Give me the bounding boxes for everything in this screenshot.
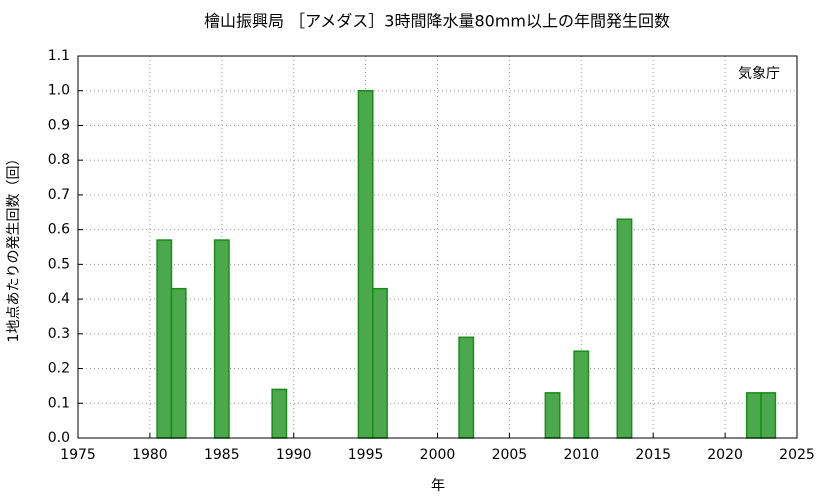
y-tick-label: 0.7	[48, 187, 70, 203]
x-tick-label: 2015	[635, 447, 671, 463]
x-tick-label: 2010	[563, 447, 599, 463]
x-tick-label: 2025	[779, 447, 815, 463]
y-tick-label: 0.0	[48, 430, 70, 446]
x-tick-label: 1995	[348, 447, 384, 463]
bar	[357, 89, 374, 439]
bar	[372, 287, 388, 439]
y-tick-label: 0.8	[48, 152, 70, 168]
x-tick-label: 2005	[492, 447, 528, 463]
bar	[544, 392, 561, 439]
x-tick-label: 1990	[276, 447, 312, 463]
y-tick-label: 0.4	[48, 291, 70, 307]
bar	[458, 336, 475, 439]
bar	[616, 218, 633, 439]
bar	[213, 239, 230, 439]
x-tick-label: 2020	[707, 447, 743, 463]
bar	[170, 287, 187, 439]
y-tick-label: 0.5	[48, 256, 70, 272]
bar	[573, 350, 590, 439]
y-tick-label: 0.9	[48, 117, 70, 133]
annotation: 気象庁	[738, 66, 780, 82]
bar	[760, 392, 777, 439]
y-tick-label: 1.1	[48, 48, 70, 64]
x-tick-label: 1975	[60, 447, 96, 463]
y-axis-label: 1地点あたりの発生回数（回）	[6, 152, 22, 343]
y-tick-label: 0.6	[48, 222, 70, 238]
y-tick-label: 0.3	[48, 326, 70, 342]
bar	[271, 388, 288, 439]
y-tick-label: 0.1	[48, 395, 70, 411]
x-tick-label: 1985	[204, 447, 240, 463]
y-tick-label: 1.0	[48, 83, 70, 99]
bar	[156, 239, 173, 439]
plot-frame	[77, 55, 798, 439]
chart-title: 檜山振興局 ［アメダス］3時間降水量80mm以上の年間発生回数	[204, 12, 670, 31]
x-tick-label: 2000	[420, 447, 456, 463]
bar	[745, 392, 762, 439]
y-tick-label: 0.2	[48, 361, 70, 377]
x-tick-label: 1980	[132, 447, 168, 463]
x-axis-label: 年	[431, 478, 445, 494]
